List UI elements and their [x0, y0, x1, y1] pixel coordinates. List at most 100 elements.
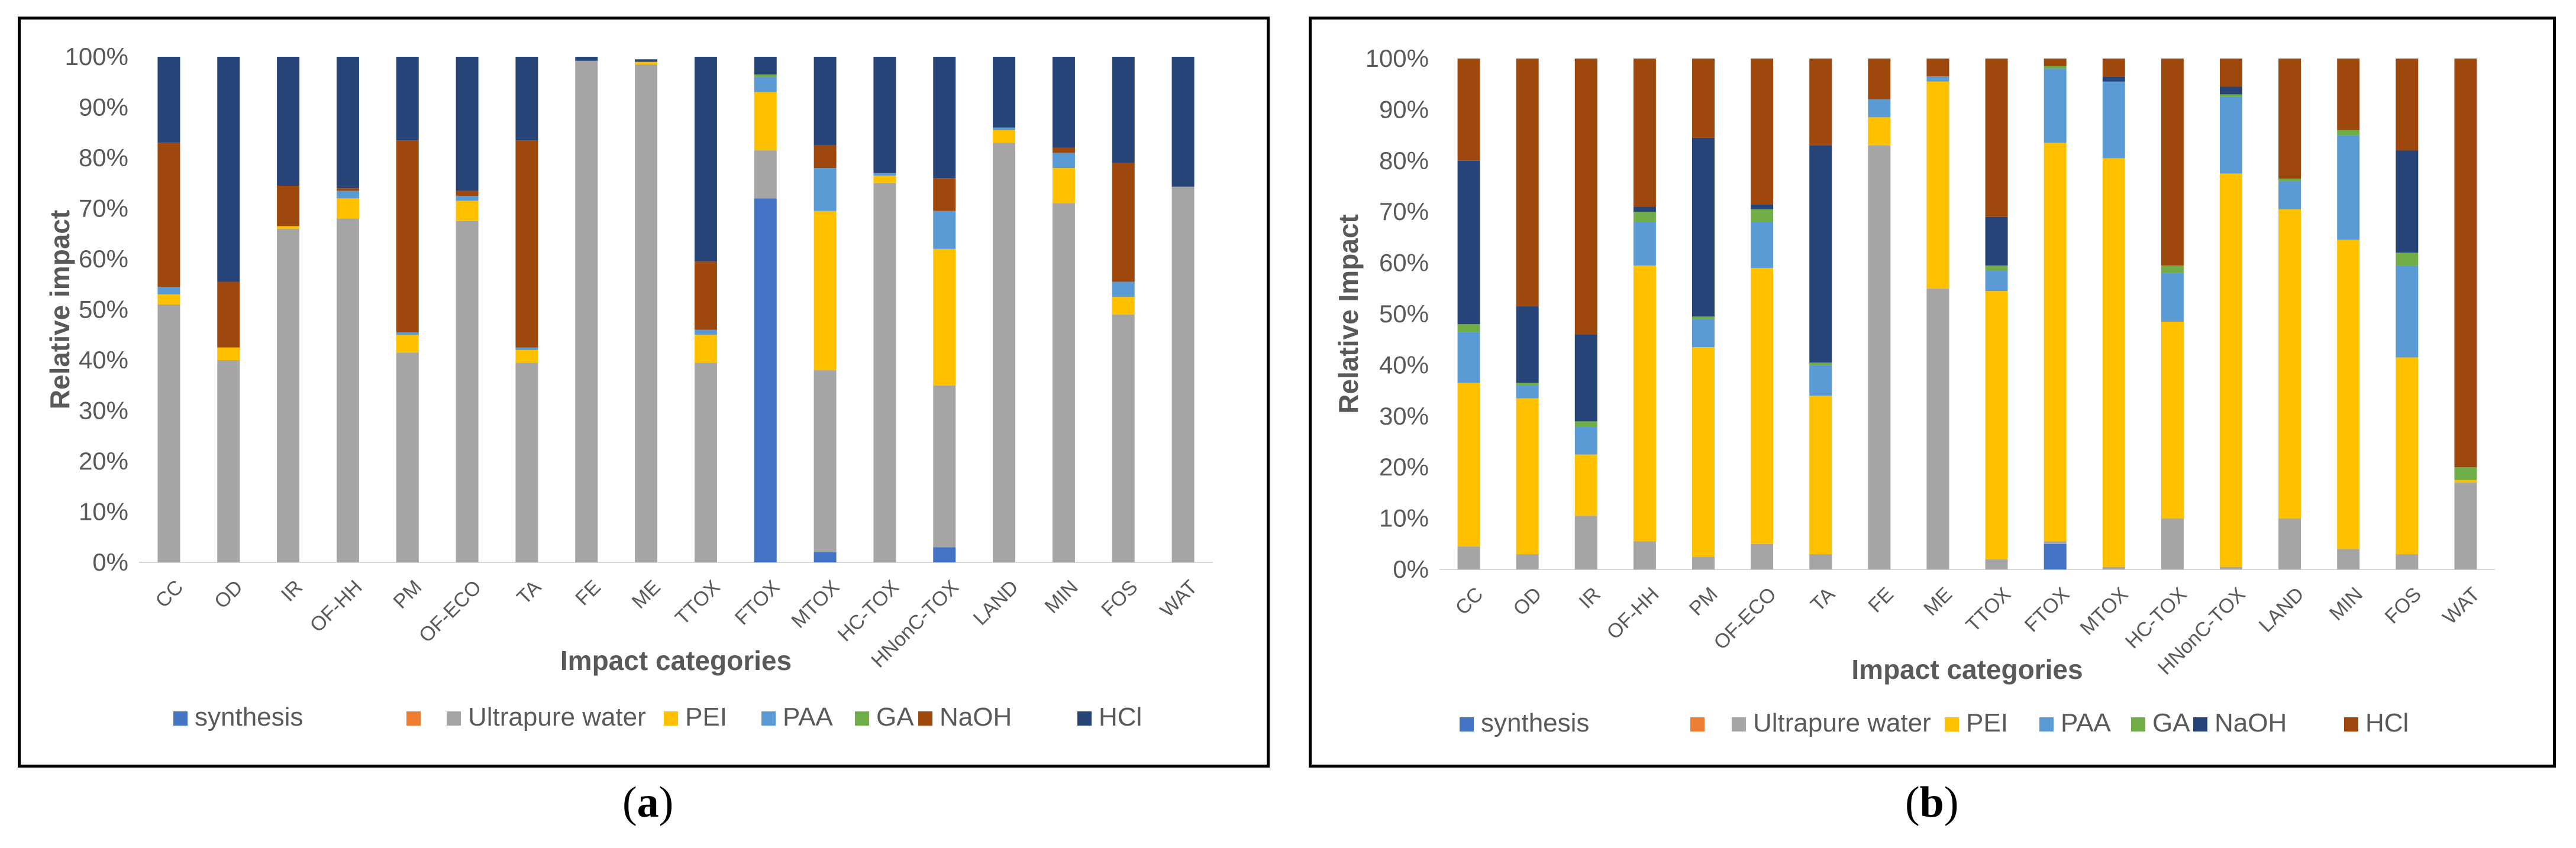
bar-segment-of-hh-hcl — [336, 57, 359, 189]
y-tick-label: 80% — [79, 144, 128, 171]
bar-segment-mtox-pei — [2102, 158, 2125, 567]
bar-segment-land-ga — [2278, 179, 2301, 182]
chart-panel-a: 0% 10% 20% 30% 40% 50% 60% 70% 80% 90% 100% CC OD IR O… — [18, 17, 1270, 768]
bar-segment-fe-paa — [1868, 99, 1891, 118]
bar-segment-od-ultrapure-water — [1516, 554, 1539, 569]
bar-segment-min-ultrapure-water — [2337, 549, 2360, 569]
bar-segment-ta-ga — [1809, 362, 1832, 365]
bar-segment-ta-hcl — [1809, 59, 1832, 145]
bar-segment-ttox-ultrapure-water — [1985, 559, 2008, 569]
bar-segment-hnonc-tox-hcl — [933, 57, 956, 179]
bar-segment-fos-naoh — [1112, 163, 1135, 282]
bar-segment-mtox-paa — [814, 168, 837, 211]
bar-segment-fos-hcl — [2396, 59, 2419, 151]
legend: synthesis Ultrapure water PEI PAA GA NaOH HCl — [1460, 708, 2409, 737]
bar-segment-cc-ga — [1457, 324, 1480, 332]
y-tick-label: 90% — [1379, 95, 1429, 123]
bar-segment-fe-hcl — [1868, 59, 1891, 100]
bar-segment-ftox-ga — [2044, 66, 2067, 69]
bar-segment-hc-tox-hcl — [873, 57, 896, 173]
y-tick-label: 100% — [1366, 44, 1429, 72]
bar-segment-fos-ultrapure-water — [2396, 554, 2419, 569]
bar-segment-ttox-hcl — [1985, 59, 2008, 217]
x-tick-label: ME — [628, 576, 665, 613]
legend-label: PAA — [2061, 708, 2111, 737]
bar-segment-pm-pei — [396, 335, 419, 353]
bar-segment-min-ultrapure-water — [1052, 203, 1075, 562]
bar-segment-fos-ultrapure-water — [1112, 315, 1135, 562]
bar-segment-of-eco-pei — [1751, 268, 1774, 544]
bar-segment-ta-paa — [1809, 365, 1832, 396]
y-tick-label: 20% — [79, 447, 128, 475]
bar-segment-ftox-ga — [754, 74, 777, 77]
x-tick-label: OF-HH — [306, 576, 367, 637]
y-tick-label: 10% — [79, 498, 128, 526]
bar-segment-min-hcl — [1052, 57, 1075, 148]
bar-segment-fos-pei — [2396, 357, 2419, 555]
bar-segment-of-eco-ultrapure-water — [1751, 543, 1774, 569]
bar-segment-min-paa — [2337, 135, 2360, 240]
bar-segment-mtox-hcl — [814, 57, 837, 145]
bar-segment-ftox-hcl — [2044, 59, 2067, 66]
bar-segment-ir-paa — [1574, 426, 1597, 455]
bar-segment-hnonc-tox-paa — [2220, 96, 2242, 174]
bar-segment-cc-paa — [157, 287, 180, 294]
bar-segment-fe-ultrapure-water — [1868, 145, 1891, 569]
bar-segment-pm-hcl — [396, 57, 419, 141]
bar-segment-wat-pei — [2454, 480, 2477, 483]
bar-segment-cc-naoh — [157, 143, 180, 287]
bar-segment-of-eco-ultrapure-water — [456, 221, 479, 562]
bar-segment-od-naoh — [217, 281, 240, 348]
x-tick-label: FTOX — [731, 576, 785, 630]
bar-segment-ta-naoh — [1809, 145, 1832, 363]
legend-swatch — [447, 711, 461, 726]
bar-segment-ttox-ultrapure-water — [694, 362, 717, 562]
x-tick-label: TA — [512, 576, 545, 609]
x-tick-label: TTOX — [671, 576, 725, 630]
bar-segment-ta-pei — [1809, 396, 1832, 555]
bar-segment-wat-hcl — [1171, 57, 1195, 187]
bar-segment-mtox-hcl — [2102, 59, 2125, 77]
bar-segment-min-paa — [1052, 153, 1075, 169]
x-tick-label: PM — [389, 576, 427, 613]
bar-segment-ttox-ga — [1985, 265, 2008, 271]
bar-segment-hnonc-tox-naoh — [933, 178, 956, 211]
legend-label: GA — [2152, 708, 2190, 737]
bar-segment-cc-ultrapure-water — [1457, 546, 1480, 569]
y-tick-label: 70% — [1379, 198, 1429, 225]
bar-segment-fos-hcl — [1112, 57, 1135, 163]
bar-segment-of-hh-ga — [1633, 212, 1656, 222]
x-tick-label: TTOX — [1962, 583, 2016, 637]
y-tick-label: 0% — [92, 548, 128, 576]
bar-segment-od-pei — [1516, 398, 1539, 555]
bar-segment-me-pei — [1926, 81, 1949, 289]
legend-swatch — [918, 711, 932, 726]
x-tick-label: IR — [1575, 583, 1605, 613]
bar-segment-fos-paa — [2396, 265, 2419, 358]
bar-segment-mtox-paa — [2102, 81, 2125, 158]
bar-segment-of-hh-hcl — [1633, 59, 1656, 207]
x-tick-label: ME — [1919, 583, 1957, 620]
legend-swatch — [1690, 717, 1705, 732]
bar-segment-mtox-naoh — [814, 145, 837, 169]
bar-segment-cc-naoh — [1457, 160, 1480, 325]
legend: synthesis Ultrapure water PEI PAA GA NaOH HCl — [173, 703, 1142, 732]
bar-segment-pm-paa — [1692, 319, 1715, 348]
y-tick-label: 90% — [79, 93, 128, 121]
bar-segment-od-ga — [1516, 383, 1539, 386]
bar-segment-hnonc-tox-ultrapure-water — [933, 385, 956, 548]
bar-segment-fos-naoh — [2396, 150, 2419, 253]
x-axis-title: Impact categories — [560, 645, 792, 676]
x-tick-label: TA — [1806, 583, 1839, 616]
bar-segment-min-pei — [1052, 168, 1075, 203]
bar-segment-wat-ultrapure-water — [2454, 483, 2477, 569]
y-tick-label: 60% — [1379, 249, 1429, 277]
bar-segment-of-eco-hcl — [1751, 59, 1774, 205]
x-tick-label: WAT — [1156, 576, 1202, 622]
legend-swatch — [1077, 711, 1092, 726]
bar-segment-of-hh-pei — [1633, 265, 1656, 542]
bar-segment-of-hh-ultrapure-water — [336, 218, 359, 563]
x-tick-label: FE — [571, 576, 605, 610]
bar-segment-ta-paa — [515, 347, 538, 350]
bar-segment-ir-pei — [1574, 454, 1597, 516]
